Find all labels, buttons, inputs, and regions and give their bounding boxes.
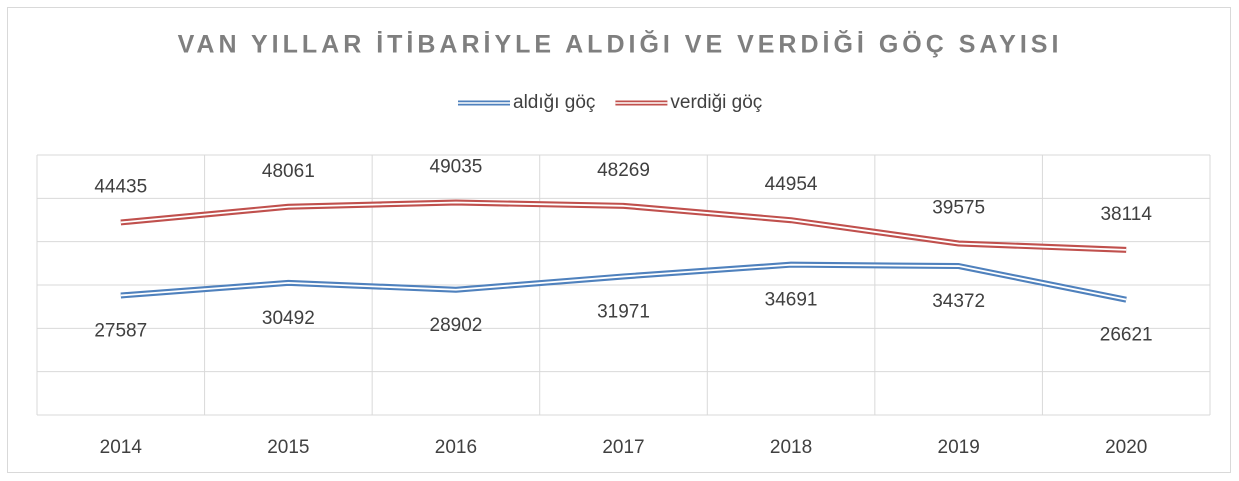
x-tick-label: 2018 xyxy=(770,437,812,458)
data-label: 38114 xyxy=(1100,204,1152,225)
chart-border xyxy=(7,7,1231,473)
data-label: 27587 xyxy=(94,320,147,341)
data-label: 34691 xyxy=(765,290,818,311)
data-label: 49035 xyxy=(430,157,483,178)
data-label: 28902 xyxy=(430,315,483,336)
x-tick-label: 2017 xyxy=(602,437,644,458)
series-line-inner xyxy=(120,201,1127,251)
data-label: 44435 xyxy=(94,176,147,197)
data-label: 30492 xyxy=(262,308,315,329)
x-tick-label: 2014 xyxy=(100,437,143,458)
chart-title: VAN YILLAR İTİBARİYLE ALDIĞI VE VERDİĞİ … xyxy=(178,30,1063,59)
x-tick-label: 2019 xyxy=(938,437,980,458)
data-label: 31971 xyxy=(597,301,650,322)
data-label: 39575 xyxy=(932,198,985,219)
x-tick-label: 2020 xyxy=(1105,437,1147,458)
data-label: 26621 xyxy=(1100,325,1153,346)
data-label: 34372 xyxy=(932,291,985,312)
legend-label: verdiği göç xyxy=(670,92,762,113)
series-line-inner xyxy=(120,263,1127,301)
data-label: 48061 xyxy=(262,161,315,182)
legend-label: aldığı göç xyxy=(513,92,595,113)
x-tick-label: 2016 xyxy=(435,437,477,458)
data-label: 44954 xyxy=(765,174,818,195)
x-tick-label: 2015 xyxy=(267,437,309,458)
data-label: 48269 xyxy=(597,160,650,181)
